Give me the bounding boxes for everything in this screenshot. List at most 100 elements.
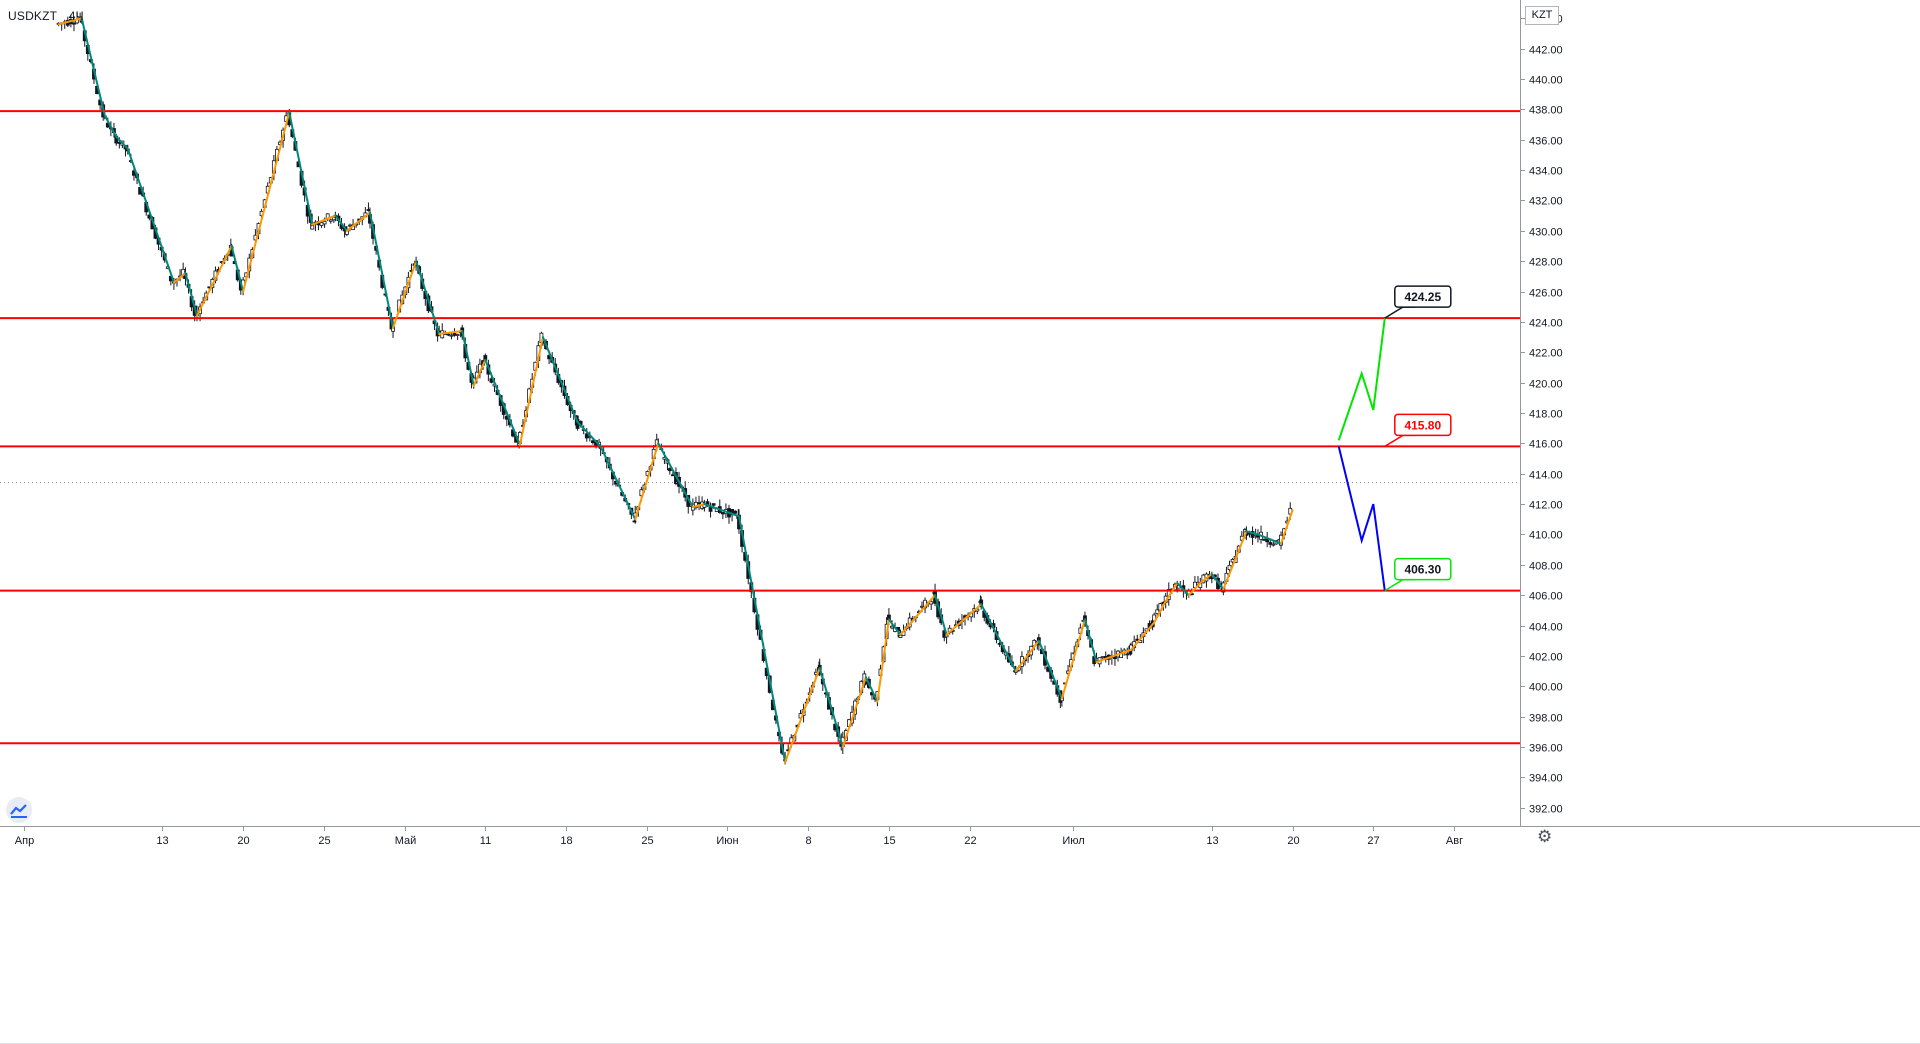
candle bbox=[1113, 648, 1117, 666]
zigzag-segment bbox=[1199, 572, 1213, 585]
zigzag-segment bbox=[1014, 639, 1040, 673]
y-tick-label: 440.00 bbox=[1529, 75, 1563, 87]
x-tick-label: Апр bbox=[15, 835, 34, 847]
zigzag-segment bbox=[576, 421, 602, 448]
candle bbox=[313, 220, 318, 232]
currency-badge[interactable]: KZT bbox=[1525, 6, 1559, 25]
y-tick-label: 430.00 bbox=[1529, 227, 1563, 239]
callout-label: 406.30 bbox=[1404, 563, 1441, 577]
candle-body bbox=[1271, 543, 1276, 546]
y-tick-label: 438.00 bbox=[1529, 105, 1563, 117]
candle bbox=[694, 496, 698, 510]
zigzag-segment bbox=[242, 111, 291, 293]
callout-pointer bbox=[1384, 578, 1415, 592]
zigzag-segment bbox=[1187, 582, 1202, 597]
x-tick-label: 20 bbox=[237, 835, 249, 847]
x-tick-label: Июл bbox=[1062, 835, 1084, 847]
y-tick-label: 396.00 bbox=[1529, 743, 1563, 755]
annotations-layer: 424.25 415.80 406.30 bbox=[1384, 285, 1452, 592]
zigzag-segment bbox=[1164, 582, 1179, 603]
x-tick-label: 8 bbox=[805, 835, 811, 847]
price-callout: 415.80 bbox=[1384, 413, 1452, 448]
callout-pointer bbox=[1384, 434, 1415, 448]
zigzag-segment bbox=[887, 618, 902, 636]
zigzag-segment bbox=[599, 445, 637, 521]
gear-icon[interactable]: ⚙ bbox=[1537, 827, 1553, 847]
zigzag-segment bbox=[334, 214, 348, 232]
y-tick-label: 436.00 bbox=[1529, 136, 1563, 148]
zigzag-segment bbox=[1256, 533, 1283, 545]
candle-body bbox=[455, 334, 460, 336]
y-tick-label: 416.00 bbox=[1529, 439, 1563, 451]
candle bbox=[667, 467, 672, 475]
y-tick-label: 400.00 bbox=[1529, 682, 1563, 694]
zigzag-segment bbox=[311, 214, 337, 226]
zigzag-segment bbox=[1153, 600, 1167, 624]
x-tick-label: 20 bbox=[1287, 835, 1299, 847]
symbol-name[interactable]: USDKZT bbox=[8, 9, 58, 23]
zigzag-segment bbox=[230, 244, 245, 293]
zigzag-segment bbox=[1095, 648, 1133, 664]
x-tick-label: 27 bbox=[1367, 835, 1379, 847]
y-tick-label: 428.00 bbox=[1529, 257, 1563, 269]
zigzag-segment bbox=[368, 211, 395, 329]
forecast-path-up bbox=[1337, 317, 1386, 441]
zigzag-segment bbox=[415, 260, 441, 336]
candle-body bbox=[632, 520, 637, 523]
x-tick-label: 22 bbox=[964, 835, 976, 847]
symbol-label: USDKZT 4Ч bbox=[8, 9, 92, 23]
candle bbox=[1262, 538, 1267, 541]
candle-body bbox=[584, 433, 589, 439]
candle-body bbox=[322, 220, 327, 225]
forecast-layer bbox=[1337, 317, 1386, 591]
candle-body bbox=[117, 142, 122, 144]
zigzag-segment bbox=[841, 676, 867, 749]
interval-label[interactable]: 4Ч bbox=[68, 9, 84, 23]
tradingview-logo-icon[interactable] bbox=[6, 797, 32, 823]
candle-body bbox=[667, 468, 672, 472]
zigzag-segment bbox=[1245, 530, 1259, 536]
zigzag-segment bbox=[899, 594, 937, 636]
zigzag-segment bbox=[438, 330, 464, 336]
zigzag-segment bbox=[934, 594, 948, 636]
candle bbox=[1250, 526, 1255, 545]
candle-body bbox=[1268, 542, 1273, 545]
candle bbox=[72, 16, 76, 32]
y-tick-label: 442.00 bbox=[1529, 45, 1563, 57]
candle-body bbox=[446, 333, 451, 336]
candle-body bbox=[452, 333, 457, 336]
callout-label: 415.80 bbox=[1404, 418, 1441, 432]
callout-box bbox=[1394, 285, 1452, 308]
zigzag-segment bbox=[876, 618, 890, 703]
x-tick-label: 25 bbox=[318, 835, 330, 847]
y-tick-label: 404.00 bbox=[1529, 622, 1563, 634]
y-tick-label: 412.00 bbox=[1529, 500, 1563, 512]
zigzag-layer bbox=[57, 17, 1294, 764]
candle-body bbox=[1100, 656, 1105, 659]
zigzag-segment bbox=[1222, 530, 1248, 591]
zigzag-segment bbox=[518, 336, 544, 446]
y-tick-label: 432.00 bbox=[1529, 196, 1563, 208]
candle-body bbox=[670, 474, 675, 477]
candle-body bbox=[310, 225, 315, 230]
zigzag-segment bbox=[103, 114, 118, 138]
candle-body bbox=[328, 219, 333, 222]
zigzag-segment bbox=[668, 463, 694, 509]
y-tick-label: 420.00 bbox=[1529, 379, 1563, 391]
x-tick-label: 13 bbox=[1206, 835, 1218, 847]
x-tick-label: Май bbox=[395, 835, 417, 847]
zigzag-segment bbox=[818, 667, 844, 749]
zigzag-segment bbox=[1037, 639, 1063, 700]
y-tick-label: 410.00 bbox=[1529, 530, 1563, 542]
price-axis-panel bbox=[1520, 0, 1920, 1044]
candle bbox=[1125, 647, 1130, 660]
candle-body bbox=[1125, 653, 1130, 656]
candle-body bbox=[1209, 577, 1214, 580]
candle-body bbox=[72, 22, 76, 25]
candle bbox=[449, 333, 454, 340]
callout-label: 424.25 bbox=[1404, 290, 1441, 304]
zigzag-segment bbox=[657, 442, 671, 466]
zigzag-segment bbox=[1280, 509, 1294, 545]
candle bbox=[1106, 654, 1111, 666]
